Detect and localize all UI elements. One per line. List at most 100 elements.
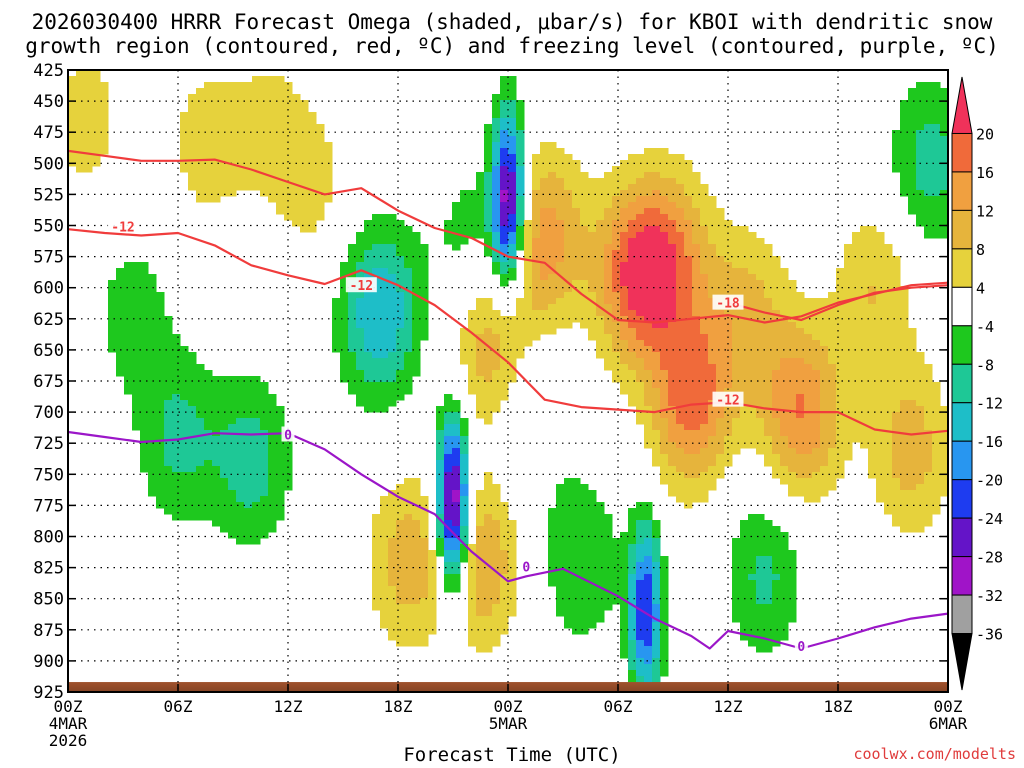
omega-cell [764,538,773,545]
omega-cell [932,148,941,155]
omega-cell [780,412,789,419]
omega-cell [180,370,189,377]
omega-cell [828,418,837,425]
omega-cell [404,304,413,311]
omega-cell [588,274,597,281]
omega-cell [220,166,229,173]
omega-cell [252,472,261,479]
omega-cell [756,598,765,605]
omega-cell [916,214,925,221]
omega-cell [404,322,413,329]
omega-cell [908,178,917,185]
omega-cell [636,388,645,395]
omega-cell [164,496,173,503]
omega-cell [292,166,301,173]
omega-cell [892,304,901,311]
omega-cell [444,508,453,515]
omega-cell [492,106,501,113]
omega-cell [212,124,221,131]
omega-cell [668,256,677,263]
omega-cell [508,532,517,539]
omega-cell [196,394,205,401]
omega-cell [492,334,501,341]
omega-cell [660,214,669,221]
omega-cell [364,238,373,245]
omega-cell [852,352,861,359]
omega-cell [764,580,773,587]
omega-cell [604,568,613,575]
omega-cell [756,286,765,293]
omega-cell [396,562,405,569]
omega-cell [900,100,909,107]
omega-cell [268,130,277,137]
omega-cell [532,274,541,281]
omega-cell [500,226,509,233]
omega-cell [244,184,253,191]
omega-cell [180,382,189,389]
omega-cell [348,262,357,269]
omega-cell [676,472,685,479]
omega-cell [908,526,917,533]
omega-cell [716,388,725,395]
omega-cell [508,118,517,125]
omega-cell [876,232,885,239]
omega-cell [692,190,701,197]
omega-cell [892,136,901,143]
omega-cell [676,166,685,173]
omega-cell [836,358,845,365]
omega-cell [900,358,909,365]
omega-cell [660,574,669,581]
omega-cell [780,538,789,545]
omega-cell [476,634,485,641]
omega-cell [516,310,525,317]
omega-cell [532,208,541,215]
omega-cell [908,508,917,515]
omega-cell [924,94,933,101]
omega-cell [564,274,573,281]
omega-cell [252,466,261,473]
omega-cell [204,88,213,95]
omega-cell [900,142,909,149]
omega-cell [396,586,405,593]
omega-cell [772,598,781,605]
omega-cell [260,382,269,389]
omega-cell [508,148,517,155]
omega-cell [740,574,749,581]
omega-cell [388,298,397,305]
omega-cell [900,496,909,503]
omega-cell [364,358,373,365]
omega-cell [276,460,285,467]
omega-cell [796,448,805,455]
omega-cell [764,592,773,599]
omega-cell [420,280,429,287]
omega-cell [652,646,661,653]
omega-cell [588,538,597,545]
omega-cell [132,352,141,359]
omega-cell [908,424,917,431]
omega-cell [604,538,613,545]
omega-cell [756,616,765,623]
omega-cell [900,454,909,461]
omega-cell [452,202,461,209]
omega-cell [740,424,749,431]
omega-cell [628,568,637,575]
omega-cell [468,346,477,353]
omega-cell [876,478,885,485]
omega-cell [636,586,645,593]
omega-cell [900,394,909,401]
omega-cell [812,442,821,449]
omega-cell [716,214,725,221]
omega-cell [860,364,869,371]
omega-cell [580,610,589,617]
omega-cell [428,616,437,623]
omega-cell [92,88,101,95]
omega-cell [628,580,637,587]
colorbar-label: -36 [976,626,1003,644]
omega-cell [748,550,757,557]
omega-cell [836,418,845,425]
omega-cell [892,388,901,395]
omega-cell [244,538,253,545]
omega-cell [692,412,701,419]
omega-cell [108,316,117,323]
omega-cell [500,382,509,389]
